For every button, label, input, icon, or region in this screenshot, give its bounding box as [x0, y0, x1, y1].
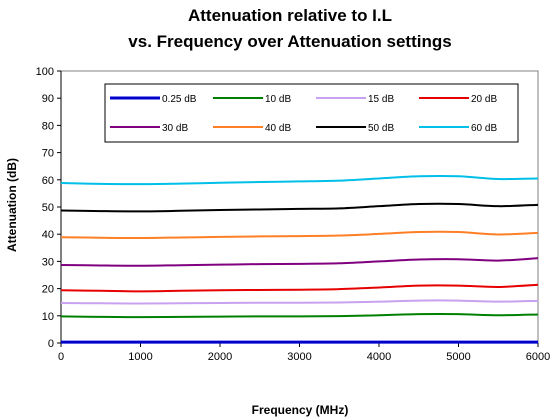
y-tick-label: 40 — [42, 229, 54, 241]
x-axis-label: Frequency (MHz) — [252, 403, 349, 417]
legend-label-0-25-db: 0.25 dB — [162, 94, 197, 105]
legend-label-30-db: 30 dB — [162, 123, 188, 134]
x-tick-label: 1000 — [128, 351, 152, 363]
y-tick-label: 60 — [42, 175, 54, 187]
series-line-10-db — [60, 313, 539, 319]
x-tick-label: 5000 — [446, 351, 470, 363]
legend: 0.25 dB 10 dB 15 dB 20 dB 30 dB 40 dB 50 dB 60 … — [104, 83, 519, 143]
series-line-40-db — [60, 230, 539, 240]
x-tick-label: 2000 — [208, 351, 232, 363]
y-tick-label: 10 — [42, 311, 54, 323]
x-tick-label: 3000 — [287, 351, 311, 363]
series-line-15-db — [60, 299, 539, 305]
y-tick-label: 90 — [42, 93, 54, 105]
legend-label-15-db: 15 dB — [368, 94, 394, 105]
series-line-30-db — [60, 257, 539, 267]
legend-box — [104, 83, 519, 143]
x-tick-label: 4000 — [367, 351, 391, 363]
legend-label-60-db: 60 dB — [471, 123, 497, 134]
chart-title-line1: Attenuation relative to I.L — [188, 6, 392, 25]
y-tick-label: 0 — [48, 338, 54, 350]
y-tick-label: 50 — [42, 202, 54, 214]
series-line-20-db — [60, 283, 539, 293]
y-tick-label: 20 — [42, 284, 54, 296]
y-tick-label: 70 — [42, 148, 54, 160]
y-axis-label: Attenuation (dB) — [5, 158, 19, 252]
legend-label-50-db: 50 dB — [368, 123, 394, 134]
x-tick-label: 6000 — [526, 351, 550, 363]
legend-label-20-db: 20 dB — [471, 94, 497, 105]
legend-label-10-db: 10 dB — [265, 94, 291, 105]
legend-label-40-db: 40 dB — [265, 123, 291, 134]
x-tick-label: 0 — [58, 351, 64, 363]
y-tick-label: 100 — [36, 66, 54, 78]
series-line-50-db — [60, 202, 539, 213]
series-line-60-db — [60, 174, 539, 186]
y-tick-label: 30 — [42, 256, 54, 268]
y-tick-label: 80 — [42, 120, 54, 132]
chart-title-line2: vs. Frequency over Attenuation settings — [128, 32, 451, 51]
